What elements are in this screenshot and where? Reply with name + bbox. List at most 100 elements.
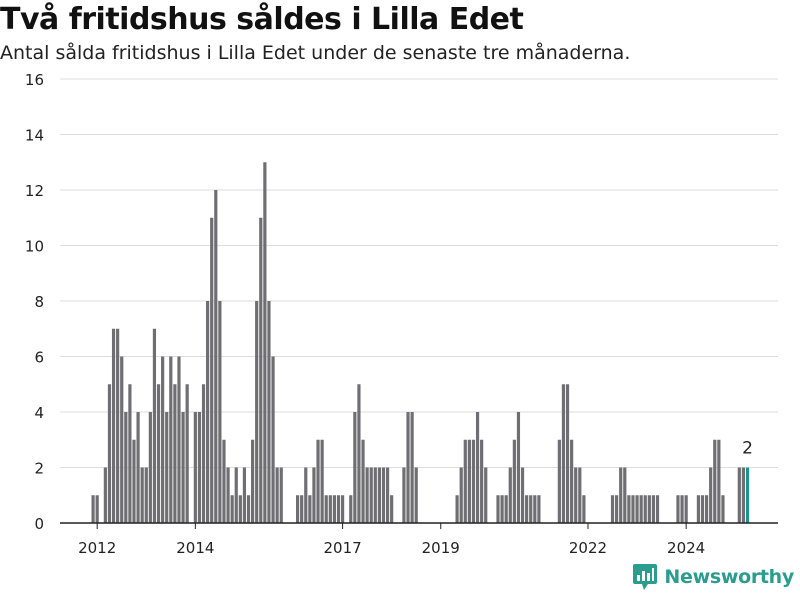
y-axis-ticks: 0 2 4 6 8 10 12 14 16 — [25, 71, 44, 533]
bar — [525, 495, 529, 523]
bar — [312, 467, 316, 523]
bar — [709, 467, 713, 523]
bar — [520, 467, 525, 523]
bar — [275, 467, 279, 523]
bar — [610, 495, 615, 523]
bar — [410, 412, 414, 523]
bar — [414, 467, 418, 523]
bar — [651, 495, 656, 523]
bar — [529, 495, 533, 523]
bar — [639, 495, 643, 523]
bar — [480, 439, 484, 523]
y-tick-label: 0 — [34, 515, 44, 533]
y-tick-label: 10 — [25, 238, 44, 256]
bar — [349, 495, 353, 523]
bar — [574, 467, 578, 523]
chart-title: Två fritidshus såldes i Lilla Edet — [0, 2, 524, 37]
bar — [185, 384, 189, 523]
bar — [533, 495, 537, 523]
bar — [508, 467, 512, 523]
bar — [210, 217, 214, 523]
bar — [512, 439, 516, 523]
x-tick-label: 2024 — [667, 539, 705, 557]
y-tick-label: 6 — [34, 349, 44, 367]
bar — [242, 467, 247, 523]
bar — [308, 495, 312, 523]
x-tick-label: 2012 — [78, 539, 116, 557]
bar — [496, 495, 500, 523]
bar — [475, 412, 480, 523]
bar — [165, 412, 169, 523]
bar — [365, 467, 369, 523]
bar — [226, 467, 230, 523]
chart-subtitle: Antal sålda fritidshus i Lilla Edet unde… — [0, 42, 631, 64]
bar — [259, 217, 263, 523]
bar — [361, 439, 365, 523]
bar — [332, 495, 336, 523]
bar — [177, 356, 181, 523]
bar — [696, 495, 701, 523]
bar — [700, 495, 705, 523]
bar — [316, 439, 320, 523]
bar — [353, 412, 357, 523]
bar — [737, 467, 741, 523]
x-tick-label: 2014 — [176, 539, 214, 557]
y-tick-label: 4 — [34, 404, 44, 422]
bar — [455, 495, 459, 523]
bar — [570, 439, 574, 523]
bar — [504, 495, 508, 523]
bar — [95, 495, 99, 523]
bar — [467, 439, 471, 523]
bar — [230, 495, 234, 523]
bar — [373, 467, 377, 523]
bar — [516, 412, 521, 523]
y-tick-label: 8 — [34, 293, 44, 311]
bar — [336, 495, 341, 523]
newsworthy-logo: Newsworthy — [632, 562, 794, 592]
bar — [676, 495, 680, 523]
bar — [267, 301, 271, 523]
bar — [251, 439, 255, 523]
bar — [619, 467, 623, 523]
chart-bubble-icon — [633, 564, 658, 590]
x-tick-label: 2017 — [323, 539, 361, 557]
bar — [124, 412, 128, 523]
bar — [717, 439, 721, 523]
annotation: 2 — [742, 439, 753, 459]
bar — [218, 301, 222, 523]
bar — [103, 467, 107, 523]
bar — [132, 439, 136, 523]
bar — [201, 384, 206, 523]
bar — [173, 384, 177, 523]
bar — [357, 384, 361, 523]
bar — [631, 495, 635, 523]
bar — [471, 439, 476, 523]
bar — [713, 439, 717, 523]
bar — [582, 495, 586, 523]
bar — [381, 467, 386, 523]
y-tick-label: 16 — [25, 71, 44, 89]
gridlines — [60, 78, 778, 468]
bar — [161, 356, 165, 523]
bar — [377, 467, 381, 523]
bar — [537, 495, 541, 523]
bar — [136, 412, 140, 523]
bar — [705, 495, 709, 523]
bar — [459, 467, 463, 523]
bar — [369, 467, 373, 523]
bar — [320, 439, 324, 523]
bar — [300, 495, 304, 523]
bar — [484, 467, 488, 523]
bar — [680, 495, 684, 523]
bar — [500, 495, 504, 523]
bar — [578, 467, 582, 523]
y-tick-label: 2 — [34, 460, 44, 478]
bar — [107, 384, 112, 523]
bar — [635, 495, 639, 523]
bar — [148, 412, 152, 523]
brand-name: Newsworthy — [664, 566, 794, 588]
bars — [91, 162, 750, 523]
bar — [111, 328, 116, 523]
bar — [324, 495, 328, 523]
